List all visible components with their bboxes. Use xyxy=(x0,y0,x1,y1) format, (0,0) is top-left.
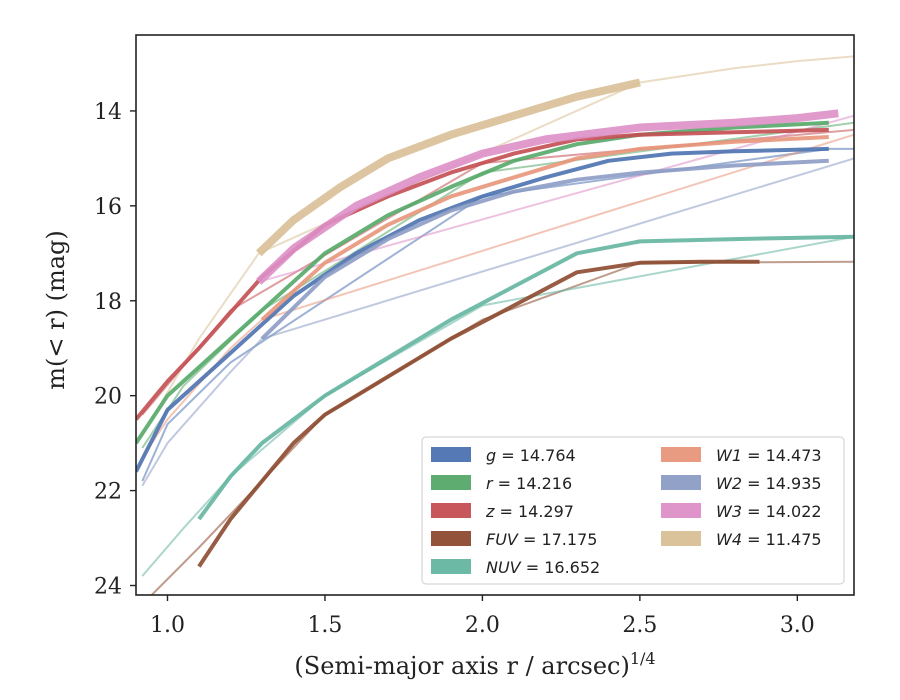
plot-frame xyxy=(135,34,855,596)
legend-swatch-w1 xyxy=(661,447,701,462)
legend-label-r: r = 14.216 xyxy=(486,474,572,493)
x-axis-label: (Semi-major axis r / arcsec)1/4 xyxy=(294,649,655,680)
chart-curves xyxy=(136,55,854,595)
x-tick-label: 3.0 xyxy=(780,613,815,638)
series-g-line xyxy=(136,146,829,473)
legend-label-w2: W2 = 14.935 xyxy=(716,474,822,493)
legend-box xyxy=(421,436,845,585)
series-nuv-extended-line xyxy=(141,235,854,577)
legend-label-g: g = 14.764 xyxy=(486,446,576,465)
series-w3-line xyxy=(256,109,839,285)
series-w2-extended-line xyxy=(141,157,854,487)
series-nuv-line xyxy=(197,234,854,521)
y-axis-label: m(< r) (mag) xyxy=(42,230,70,389)
x-axis: 1.0 1.5 2.0 2.5 3.0 xyxy=(150,595,815,638)
series-w4-line xyxy=(256,78,641,257)
y-tick-label: 22 xyxy=(94,480,122,505)
legend-label-z: z = 14.297 xyxy=(485,502,574,521)
legend-label-nuv: NUV = 16.652 xyxy=(486,558,600,577)
y-tick-label: 16 xyxy=(94,195,122,220)
legend-label-fuv: FUV = 17.175 xyxy=(486,530,597,549)
legend-swatch-r xyxy=(431,475,471,490)
legend-label-w1: W1 = 14.473 xyxy=(716,446,822,465)
y-tick-label: 18 xyxy=(94,290,122,315)
series-fuv-line xyxy=(197,259,760,568)
x-tick-label: 2.5 xyxy=(622,613,657,638)
series-r-line xyxy=(136,120,829,445)
legend-swatch-w2 xyxy=(661,475,701,490)
series-r-extended-line xyxy=(141,121,854,449)
series-w2-line xyxy=(260,158,829,341)
legend-swatch-z xyxy=(431,503,471,518)
legend-swatch-nuv xyxy=(431,559,471,574)
legend-label-w3: W3 = 14.022 xyxy=(716,502,822,521)
legend-swatch-w4 xyxy=(661,531,701,546)
series-g-extended-line xyxy=(141,147,854,482)
y-tick-label: 14 xyxy=(94,100,122,125)
legend-swatch-fuv xyxy=(431,531,471,546)
series-w1-extended-line xyxy=(141,133,854,458)
x-tick-label: 1.5 xyxy=(307,613,342,638)
x-tick-label: 1.0 xyxy=(150,613,185,638)
y-tick-label: 20 xyxy=(94,385,122,410)
y-axis: 14 16 18 20 22 24 xyxy=(94,100,136,600)
legend-label-w4: W4 = 11.475 xyxy=(716,530,822,549)
y-tick-label: 24 xyxy=(94,575,122,600)
legend-swatch-g xyxy=(431,447,471,462)
legend: g = 14.764 r = 14.216 z = 14.297 FUV = 17.1… xyxy=(421,436,845,585)
series-z-extended-line xyxy=(141,128,854,416)
legend-swatch-w3 xyxy=(661,503,701,518)
x-tick-label: 2.0 xyxy=(465,613,500,638)
series-z-line xyxy=(136,127,829,421)
series-w1-line xyxy=(260,135,829,322)
